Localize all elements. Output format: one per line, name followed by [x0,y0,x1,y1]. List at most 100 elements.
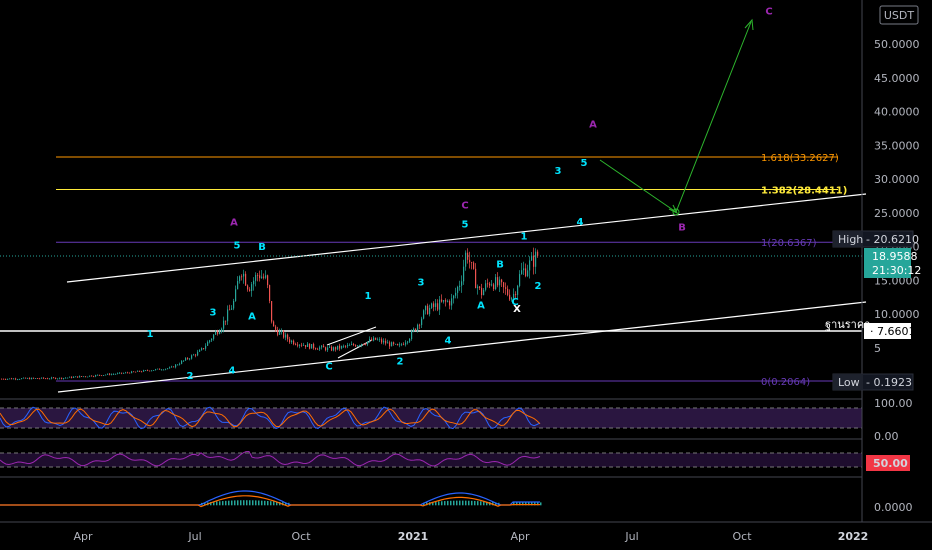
candle-body [117,373,118,374]
candle-body [147,370,148,371]
candle-body [5,379,6,380]
candle-body [137,371,138,372]
candle-body [93,376,94,377]
macd-bar [447,501,449,505]
candle-body [509,295,510,300]
candle-body [77,376,78,377]
candle-body [315,348,316,349]
macd-bar [468,501,470,506]
candle-body [75,376,76,377]
candle-body [487,283,488,284]
candle-body [265,275,266,277]
candle-body [37,378,38,379]
candle-body [327,347,328,350]
candle-body [405,343,406,345]
candle-body [33,378,34,379]
price-tick: 35.0000 [874,139,920,152]
candle-body [441,300,442,302]
candle-body [83,376,84,377]
candle-body [99,375,100,376]
candle-body [25,378,26,379]
candle-body [345,346,346,347]
candle-body [231,308,232,309]
candle-body [171,367,172,368]
candle-body [479,287,480,288]
wave-label: C [325,361,332,372]
wave-label: B [496,259,504,270]
candle-body [357,345,358,346]
candle-body [285,335,286,338]
candle-body [105,375,106,376]
time-axis[interactable]: Apr Jul Oct 2021 Apr Jul Oct 2022 [0,522,932,543]
candle-body [465,253,466,267]
candle-body [461,281,462,285]
candle-body [227,309,228,321]
candle-body [481,288,482,295]
candle-body [97,375,98,376]
candle-body [73,377,74,378]
candle-body [27,378,28,379]
macd-bar [453,501,455,506]
candle-body [497,277,498,285]
candle-body [39,378,40,379]
candle-body [347,345,348,346]
elliott-wave-labels: 12345AABC1234C5BA12CX345ABC [147,6,773,382]
wave-label: A [589,120,597,131]
macd-bar [474,501,476,505]
candle-body [447,301,448,302]
candle-body [249,289,250,291]
candle-body [515,294,516,295]
macd-bar [270,501,272,505]
candle-body [401,344,402,345]
candle-body [53,377,54,378]
price-tick: 30.0000 [874,173,920,186]
projection-arrow-head-top [745,20,753,30]
macd-bar [261,501,263,506]
candle-body [223,321,224,329]
candle-body [317,349,318,350]
candle-body [1,379,2,380]
candle-body [243,274,244,277]
candle-body [523,268,524,270]
candle-body [143,370,144,371]
macd-bar [249,500,251,505]
price-tick: 5 [874,342,881,355]
wave-label: C [765,6,772,17]
candle-body [507,289,508,295]
stoch-band [0,408,862,428]
candle-body [207,342,208,346]
candle-body [213,335,214,339]
time-tick: Apr [510,530,530,543]
candle-body [363,344,364,345]
candle-body [369,339,370,341]
candle-body [81,376,82,377]
candle-body [403,344,404,345]
candle-body [287,335,288,340]
main-pane[interactable]: 1.618(33.2627) 1.382(28.4411) 1(20.6367) 0(… [0,6,866,392]
candle-body [139,371,140,372]
macd-bar [252,500,254,505]
candle-body [435,303,436,307]
candle-body [63,378,64,379]
wave-label: B [678,222,686,233]
candle-body [321,346,322,348]
candle-body [71,377,72,378]
candle-body [185,358,186,360]
candle-body [521,270,522,274]
candle-body [109,374,110,375]
candle-body [337,346,338,350]
wave-label: 1 [365,291,372,302]
wave-label: 1 [147,329,154,340]
candle-body [525,268,526,276]
candle-body [451,298,452,305]
candle-body [359,345,360,346]
low-tag-label: Low [838,376,860,389]
candle-body [417,325,418,330]
trend-channel [0,194,866,392]
candle-body [41,378,42,379]
price-tick: 50.0000 [874,38,920,51]
candle-body [493,284,494,289]
candle-body [489,284,490,286]
candle-body [383,341,384,343]
